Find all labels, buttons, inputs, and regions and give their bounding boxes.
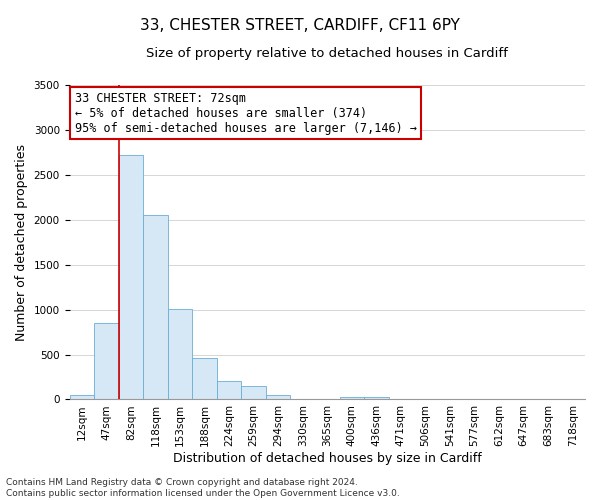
Bar [94,323,119,400]
Bar [168,309,192,400]
Text: 33 CHESTER STREET: 72sqm
← 5% of detached houses are smaller (374)
95% of semi-d: 33 CHESTER STREET: 72sqm ← 5% of detache… [74,92,416,134]
Title: Size of property relative to detached houses in Cardiff: Size of property relative to detached ho… [146,48,508,60]
Bar [143,214,168,400]
Bar [340,397,364,400]
Bar [266,394,290,400]
Bar [217,380,241,400]
Bar [241,386,266,400]
X-axis label: Distribution of detached houses by size in Cardiff: Distribution of detached houses by size … [173,452,482,465]
Bar [192,358,217,400]
Bar [364,397,389,400]
Text: Contains HM Land Registry data © Crown copyright and database right 2024.
Contai: Contains HM Land Registry data © Crown c… [6,478,400,498]
Y-axis label: Number of detached properties: Number of detached properties [15,144,28,341]
Bar [119,156,143,400]
Text: 33, CHESTER STREET, CARDIFF, CF11 6PY: 33, CHESTER STREET, CARDIFF, CF11 6PY [140,18,460,32]
Bar [70,394,94,400]
